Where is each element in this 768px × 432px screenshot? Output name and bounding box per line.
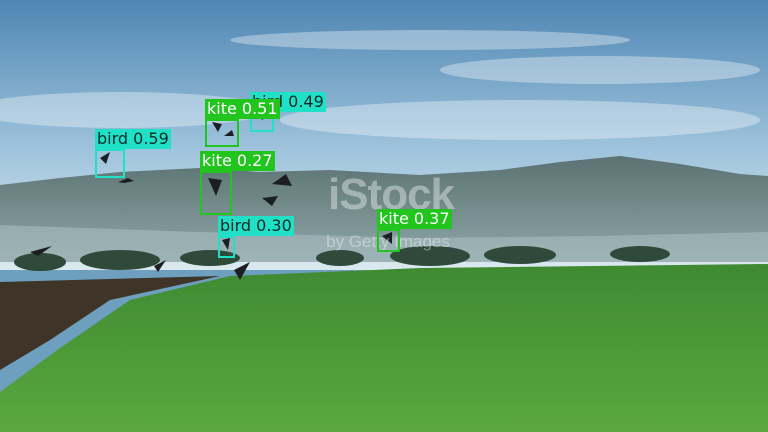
flying-birds (30, 110, 392, 280)
detection-box-kite-2 (200, 171, 232, 215)
detection-label-bird-3: bird 0.30 (218, 216, 294, 236)
detection-label-kite-3: kite 0.37 (377, 209, 452, 229)
detection-label-bird-1: bird 0.59 (95, 129, 171, 149)
detection-box-bird-1 (95, 149, 125, 178)
detection-label-kite-2: kite 0.27 (200, 151, 275, 171)
watermark-caption: by Getty Images (326, 232, 450, 251)
green-field (0, 264, 768, 432)
detection-label-kite-1: kite 0.51 (205, 99, 280, 119)
soil-strip (0, 276, 220, 370)
clouds (0, 30, 760, 140)
treeline (14, 246, 670, 271)
detection-box-kite-3 (377, 229, 400, 252)
detection-box-kite-1 (205, 119, 239, 147)
detection-box-bird-3 (218, 236, 235, 258)
